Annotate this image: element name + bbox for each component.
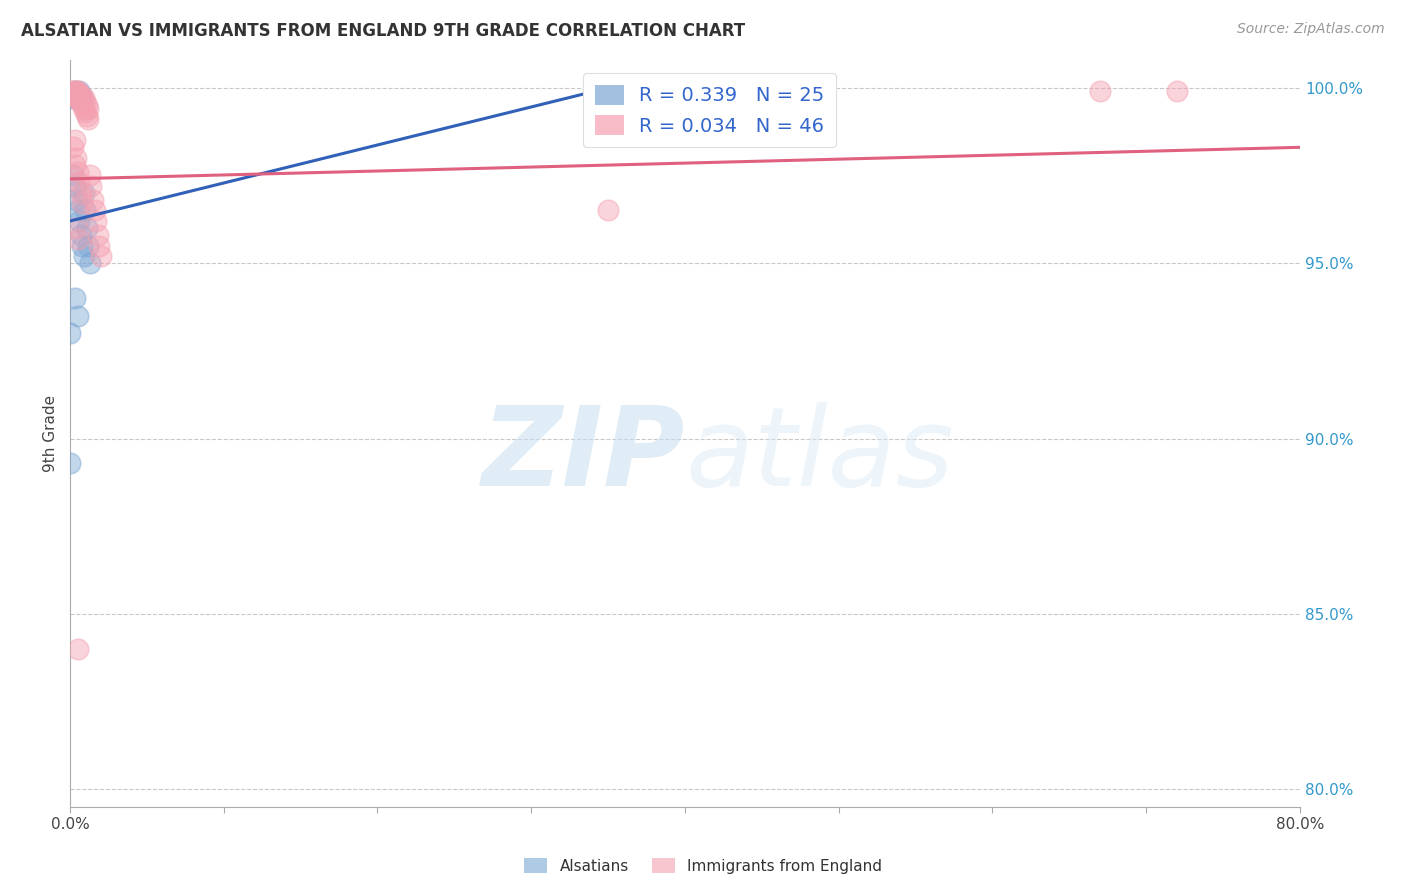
- Text: ALSATIAN VS IMMIGRANTS FROM ENGLAND 9TH GRADE CORRELATION CHART: ALSATIAN VS IMMIGRANTS FROM ENGLAND 9TH …: [21, 22, 745, 40]
- Point: [67, 84, 90, 98]
- Text: Source: ZipAtlas.com: Source: ZipAtlas.com: [1237, 22, 1385, 37]
- Point: [60, 91, 83, 105]
- Point: [1166, 84, 1188, 98]
- Point: [69, 95, 91, 109]
- Point: [66, 84, 89, 98]
- Text: ZIP: ZIP: [481, 402, 685, 509]
- Point: [65, 87, 87, 102]
- Point: [66, 309, 89, 323]
- Point: [62, 84, 84, 98]
- Legend: R = 0.339   N = 25, R = 0.034   N = 46: R = 0.339 N = 25, R = 0.034 N = 46: [583, 73, 837, 147]
- Point: [59, 456, 82, 470]
- Point: [63, 178, 86, 193]
- Point: [70, 91, 93, 105]
- Point: [82, 193, 104, 207]
- Point: [66, 642, 89, 657]
- Point: [65, 193, 87, 207]
- Point: [63, 87, 86, 102]
- Point: [67, 214, 90, 228]
- Point: [73, 91, 96, 105]
- Point: [66, 203, 89, 218]
- Point: [70, 238, 93, 252]
- Point: [63, 133, 86, 147]
- Point: [70, 91, 93, 105]
- Point: [69, 87, 91, 102]
- Point: [77, 238, 100, 252]
- Point: [75, 95, 97, 109]
- Point: [66, 165, 89, 179]
- Point: [66, 231, 89, 245]
- Point: [67, 175, 90, 189]
- Point: [62, 140, 84, 154]
- Point: [62, 87, 84, 102]
- Point: [75, 105, 97, 120]
- Point: [90, 249, 112, 263]
- Point: [76, 98, 98, 112]
- Point: [76, 221, 98, 235]
- Point: [65, 221, 87, 235]
- Point: [65, 84, 87, 98]
- Point: [62, 87, 84, 102]
- Point: [69, 87, 91, 102]
- Point: [77, 102, 100, 116]
- Legend: Alsatians, Immigrants from England: Alsatians, Immigrants from England: [519, 852, 887, 880]
- Text: atlas: atlas: [685, 402, 953, 509]
- Y-axis label: 9th Grade: 9th Grade: [44, 395, 58, 472]
- Point: [1088, 84, 1111, 98]
- Point: [596, 203, 619, 218]
- Point: [63, 291, 86, 305]
- Point: [65, 91, 87, 105]
- Point: [70, 196, 93, 211]
- Point: [62, 169, 84, 183]
- Point: [80, 178, 103, 193]
- Point: [73, 186, 96, 200]
- Point: [60, 87, 83, 102]
- Point: [66, 87, 89, 102]
- Point: [63, 158, 86, 172]
- Point: [65, 151, 87, 165]
- Point: [69, 228, 91, 243]
- Point: [66, 91, 89, 105]
- Point: [89, 238, 111, 252]
- Point: [86, 228, 108, 243]
- Point: [73, 249, 96, 263]
- Point: [83, 203, 105, 218]
- Point: [69, 186, 91, 200]
- Point: [60, 84, 83, 98]
- Point: [63, 84, 86, 98]
- Point: [75, 203, 97, 218]
- Point: [67, 91, 90, 105]
- Point: [67, 87, 90, 102]
- Point: [84, 214, 107, 228]
- Point: [59, 326, 82, 341]
- Point: [79, 256, 101, 270]
- Point: [73, 102, 96, 116]
- Point: [76, 109, 98, 123]
- Point: [63, 84, 86, 98]
- Point: [79, 169, 101, 183]
- Point: [70, 98, 93, 112]
- Point: [77, 112, 100, 127]
